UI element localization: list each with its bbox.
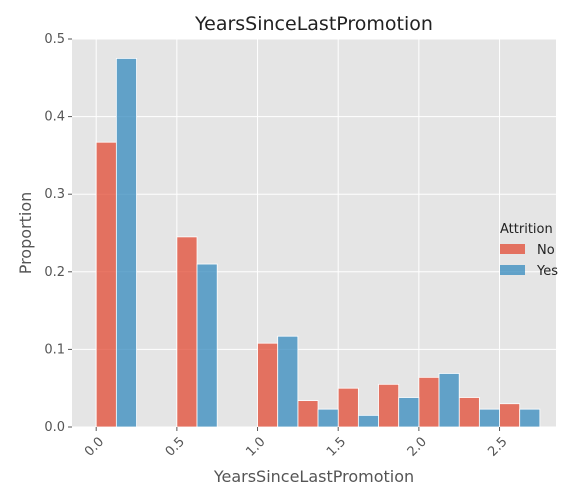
- bar-no: [458, 397, 480, 428]
- bar-no: [378, 383, 400, 428]
- x-tick-label: 1.5: [324, 434, 349, 459]
- x-tick-label: 2.0: [405, 434, 430, 459]
- legend-swatch-yes: [500, 265, 525, 275]
- bar-yes: [438, 373, 460, 428]
- y-tick-label: 0.2: [44, 265, 65, 280]
- legend-label-yes: Yes: [536, 264, 558, 279]
- y-tick-label: 0.0: [44, 420, 65, 435]
- y-tick-label: 0.4: [44, 110, 65, 125]
- bar-no: [418, 376, 440, 428]
- bar-yes: [196, 263, 218, 428]
- bar-yes: [317, 408, 339, 428]
- x-axis-ticks: 0.0 0.5 1.0 1.5 2.0 2.5: [82, 427, 511, 460]
- bar-yes: [277, 335, 299, 428]
- bar-yes: [478, 408, 500, 428]
- y-axis-title: Proportion: [16, 192, 35, 275]
- x-axis-title: YearsSinceLastPromotion: [213, 467, 414, 486]
- legend-title: Attrition: [500, 222, 553, 237]
- bar-yes: [398, 397, 420, 428]
- bar-no: [297, 400, 319, 428]
- bar-no: [95, 141, 117, 428]
- bar-no: [257, 342, 279, 428]
- bars: [95, 58, 541, 428]
- plot-background: [72, 39, 556, 427]
- chart-title: YearsSinceLastPromotion: [194, 13, 433, 35]
- legend-label-no: No: [537, 243, 555, 258]
- x-tick-label: 0.0: [82, 434, 107, 459]
- x-tick-label: 1.0: [243, 434, 268, 459]
- bar-no: [337, 387, 359, 428]
- legend: Attrition No Yes: [500, 222, 558, 279]
- bar-yes: [519, 408, 541, 428]
- y-tick-label: 0.5: [44, 32, 65, 47]
- grid: [72, 38, 556, 428]
- y-axis-ticks: 0.0 0.1 0.2 0.3 0.4 0.5: [44, 32, 72, 435]
- bar-no: [176, 236, 198, 428]
- legend-swatch-no: [500, 244, 525, 254]
- bar-yes: [357, 414, 379, 428]
- x-tick-label: 2.5: [485, 434, 510, 459]
- y-tick-label: 0.1: [44, 342, 65, 357]
- bar-yes: [115, 58, 137, 428]
- x-tick-label: 0.5: [163, 434, 188, 459]
- y-tick-label: 0.3: [44, 187, 65, 202]
- bar-no: [499, 403, 521, 428]
